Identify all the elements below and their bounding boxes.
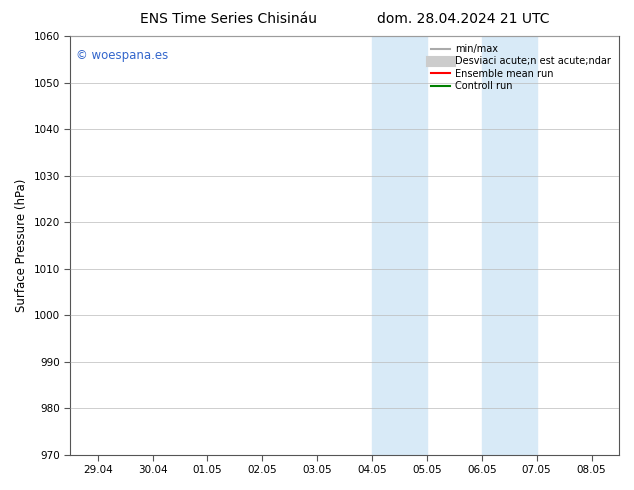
Text: © woespana.es: © woespana.es — [75, 49, 168, 62]
Legend: min/max, Desviaci acute;n est acute;ndar, Ensemble mean run, Controll run: min/max, Desviaci acute;n est acute;ndar… — [428, 41, 614, 94]
Bar — [372, 36, 427, 455]
Bar — [482, 36, 537, 455]
Y-axis label: Surface Pressure (hPa): Surface Pressure (hPa) — [15, 179, 28, 312]
Text: ENS Time Series Chisináu: ENS Time Series Chisináu — [139, 12, 317, 26]
Text: dom. 28.04.2024 21 UTC: dom. 28.04.2024 21 UTC — [377, 12, 549, 26]
